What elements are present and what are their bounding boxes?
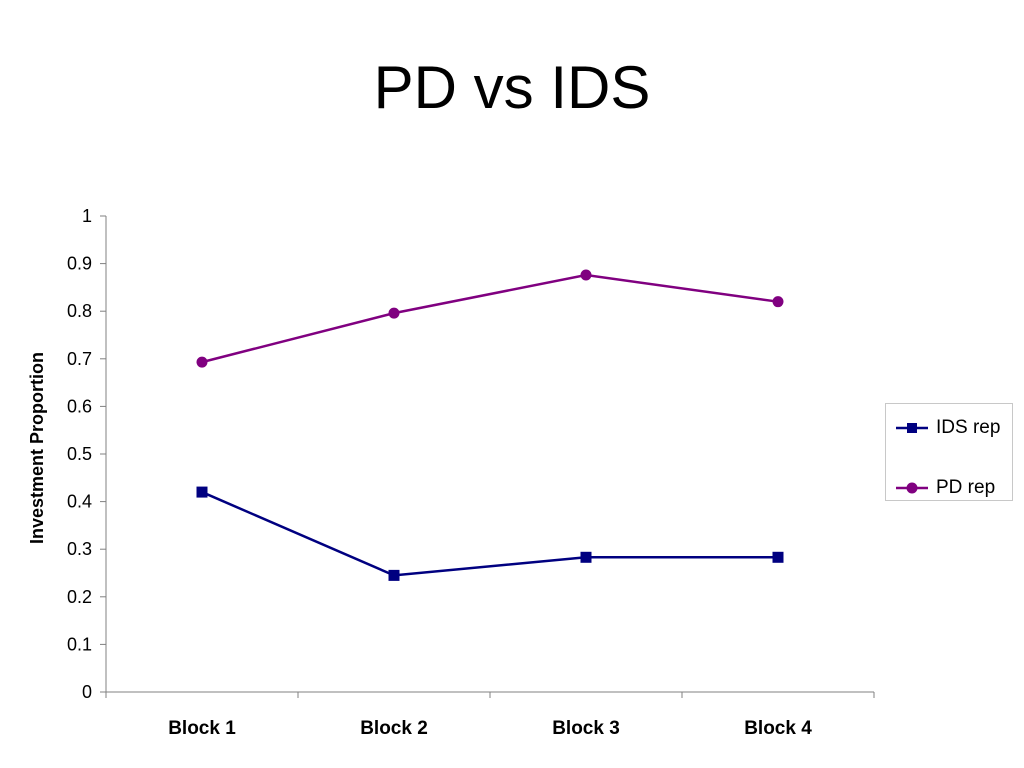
y-tick-label: 0.4 <box>67 492 92 512</box>
y-tick-label: 1 <box>82 206 92 226</box>
chart-axes: 0 0.1 0.2 0.3 0.4 0.5 0.6 0.7 0.8 0.9 1 Block 1 Bloc… <box>67 206 875 739</box>
x-tick-label: Block 1 <box>168 718 236 739</box>
x-tick-label: Block 2 <box>360 718 428 739</box>
legend-item-pd-rep: PD rep <box>894 476 995 500</box>
chart-legend: IDS rep PD rep <box>885 403 1013 501</box>
legend-item-ids-rep: IDS rep <box>894 416 1000 440</box>
series-line-0 <box>201 490 778 577</box>
data-point-circle <box>388 307 400 319</box>
y-tick-label: 0.8 <box>67 301 92 321</box>
y-tick-label: 0.5 <box>67 444 92 464</box>
y-tick-label: 0.1 <box>67 634 92 654</box>
data-point-square <box>772 551 784 563</box>
y-axis-label: Investment Proportion <box>27 352 47 544</box>
chart-series <box>196 269 784 581</box>
data-point-square <box>580 551 592 563</box>
y-tick-label: 0.2 <box>67 587 92 607</box>
legend-label-ids-rep: IDS rep <box>936 417 1001 438</box>
legend-label-pd-rep: PD rep <box>936 477 996 498</box>
x-tick-label: Block 4 <box>744 718 812 739</box>
x-tick-label: Block 3 <box>552 718 620 739</box>
data-point-square <box>196 486 208 498</box>
y-tick-label: 0.6 <box>67 396 92 416</box>
legend-square-marker-icon <box>896 423 928 433</box>
y-tick-label: 0 <box>82 682 92 702</box>
y-tick-label: 0.3 <box>67 539 92 559</box>
data-point-circle <box>772 296 784 308</box>
data-point-circle <box>580 269 592 281</box>
y-tick-label: 0.7 <box>67 349 92 369</box>
chart-title: PD vs IDS <box>373 54 651 121</box>
series-line-1 <box>201 273 779 364</box>
data-point-square <box>388 569 400 581</box>
data-point-circle <box>196 356 208 368</box>
legend-circle-marker-icon <box>896 482 928 494</box>
y-tick-label: 0.9 <box>67 254 92 274</box>
